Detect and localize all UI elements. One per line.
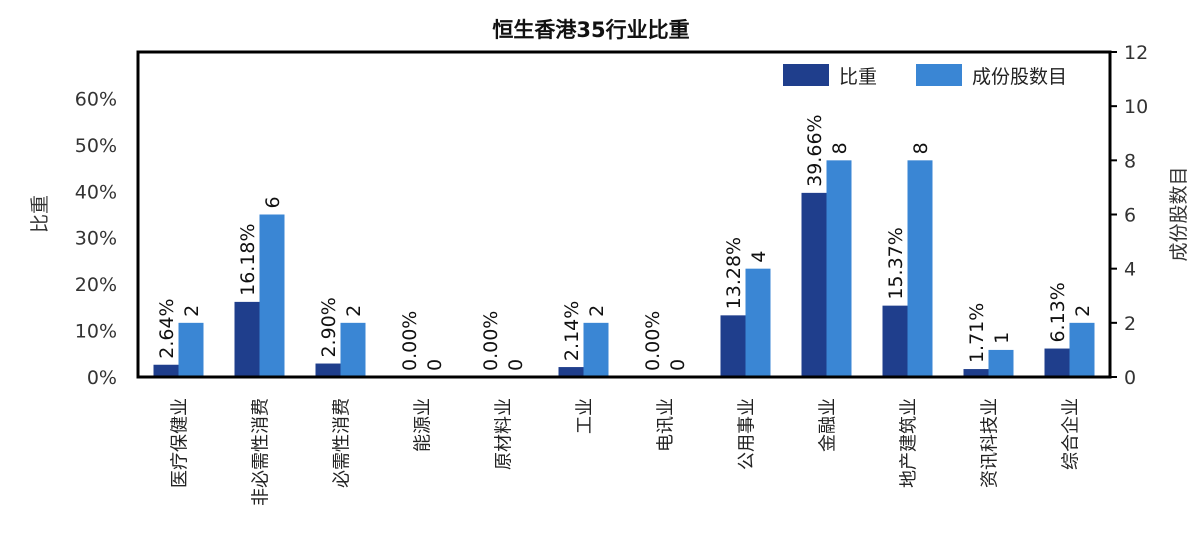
legend: 比重 成份股数目 bbox=[783, 64, 1067, 88]
data-label-weight-3: 0.00% bbox=[399, 311, 421, 371]
right-tick-label-0: 0 bbox=[1124, 367, 1136, 389]
category-label-11: 综合企业 bbox=[1061, 398, 1082, 470]
left-tick-label-2: 20% bbox=[75, 274, 117, 296]
data-label-count-10: 1 bbox=[991, 332, 1013, 344]
data-label-weight-9: 15.37% bbox=[885, 227, 907, 299]
bar-count-8 bbox=[826, 160, 852, 377]
left-tick-label-0: 0% bbox=[87, 367, 117, 389]
data-label-count-3: 0 bbox=[424, 359, 446, 371]
data-labels-layer: 2.64% 216.18%62.90% 2 0.00% 0 0.00% 02.14% 2 0.0… bbox=[156, 114, 1094, 371]
data-label-weight-8: 39.66% bbox=[804, 114, 826, 186]
category-label-3: 能源业 bbox=[413, 398, 434, 452]
bar-weight-10 bbox=[963, 369, 989, 377]
data-label-weight-0: 2.64% bbox=[156, 298, 178, 358]
right-tick-label-2: 4 bbox=[1124, 259, 1136, 281]
data-label-weight-4: 0.00% bbox=[480, 311, 502, 371]
data-label-count-0: 2 bbox=[181, 305, 203, 317]
category-label-8: 金融业 bbox=[818, 398, 839, 452]
left-tick-label-4: 40% bbox=[75, 181, 117, 203]
right-axis-title: 成份股数目 bbox=[1168, 166, 1190, 261]
data-label-count-11: 2 bbox=[1072, 305, 1094, 317]
right-tick-label-1: 2 bbox=[1124, 313, 1136, 335]
data-label-weight-11: 6.13% bbox=[1047, 282, 1069, 342]
data-label-count-9: 8 bbox=[910, 142, 932, 154]
bar-weight-2 bbox=[315, 363, 341, 377]
data-label-weight-7: 13.28% bbox=[723, 237, 745, 309]
bar-count-1 bbox=[259, 214, 285, 377]
right-axis: 0 2 4 6 8 10 12 bbox=[1110, 42, 1148, 389]
right-tick-label-6: 12 bbox=[1124, 42, 1148, 64]
bar-weight-8 bbox=[801, 192, 827, 377]
bar-count-10 bbox=[988, 349, 1014, 377]
category-label-6: 电讯业 bbox=[656, 398, 677, 452]
left-tick-label-1: 10% bbox=[75, 321, 117, 343]
bar-weight-5 bbox=[558, 367, 584, 377]
bar-count-7 bbox=[745, 268, 771, 377]
data-label-count-6: 0 bbox=[667, 359, 689, 371]
category-label-4: 原材料业 bbox=[494, 398, 515, 470]
category-label-10: 资讯科技业 bbox=[980, 398, 1001, 488]
data-label-count-5: 2 bbox=[586, 305, 608, 317]
bar-weight-1 bbox=[234, 301, 260, 377]
data-label-weight-6: 0.00% bbox=[642, 311, 664, 371]
bar-count-5 bbox=[583, 322, 609, 377]
data-label-weight-10: 1.71% bbox=[966, 303, 988, 363]
left-tick-label-5: 50% bbox=[75, 135, 117, 157]
legend-label-weight: 比重 bbox=[839, 66, 877, 88]
category-label-7: 公用事业 bbox=[737, 398, 758, 470]
data-label-weight-1: 16.18% bbox=[237, 223, 259, 295]
legend-swatch-weight bbox=[783, 64, 829, 86]
data-label-count-7: 4 bbox=[748, 251, 770, 263]
category-label-2: 必需性消费 bbox=[332, 398, 353, 488]
bar-count-0 bbox=[178, 322, 204, 377]
data-label-weight-5: 2.14% bbox=[561, 301, 583, 361]
left-axis: 0% 10% 20% 30% 40% 50% 60% bbox=[75, 88, 117, 389]
right-tick-label-3: 6 bbox=[1124, 205, 1136, 227]
data-label-count-1: 6 bbox=[262, 196, 284, 208]
category-label-5: 工业 bbox=[575, 398, 596, 434]
bar-count-2 bbox=[340, 322, 366, 377]
data-label-weight-2: 2.90% bbox=[318, 297, 340, 357]
right-tick-label-4: 8 bbox=[1124, 150, 1136, 172]
right-tick-label-5: 10 bbox=[1124, 96, 1148, 118]
data-label-count-4: 0 bbox=[505, 359, 527, 371]
category-label-9: 地产建筑业 bbox=[899, 398, 920, 488]
category-axis: 医疗保健业 非必需性消费 必需性消费 能源业 原材料业 工业 电讯业 公用事业 金融业 地产建筑业… bbox=[170, 398, 1082, 506]
legend-swatch-constituents bbox=[916, 64, 962, 86]
legend-label-constituents: 成份股数目 bbox=[972, 66, 1067, 88]
left-tick-label-3: 30% bbox=[75, 228, 117, 250]
bar-weight-7 bbox=[720, 315, 746, 377]
data-label-count-2: 2 bbox=[343, 305, 365, 317]
category-label-1: 非必需性消费 bbox=[251, 398, 272, 506]
bar-weight-9 bbox=[882, 305, 908, 377]
bar-count-11 bbox=[1069, 322, 1095, 377]
chart-title: 恒生香港35行业比重 bbox=[492, 18, 689, 42]
data-label-count-8: 8 bbox=[829, 142, 851, 154]
category-label-0: 医疗保健业 bbox=[170, 398, 191, 488]
bars-layer bbox=[153, 160, 1095, 377]
bar-count-9 bbox=[907, 160, 933, 377]
bar-weight-11 bbox=[1044, 348, 1070, 377]
bar-weight-0 bbox=[153, 364, 179, 377]
left-tick-label-6: 60% bbox=[75, 88, 117, 110]
left-axis-title: 比重 bbox=[29, 195, 51, 233]
